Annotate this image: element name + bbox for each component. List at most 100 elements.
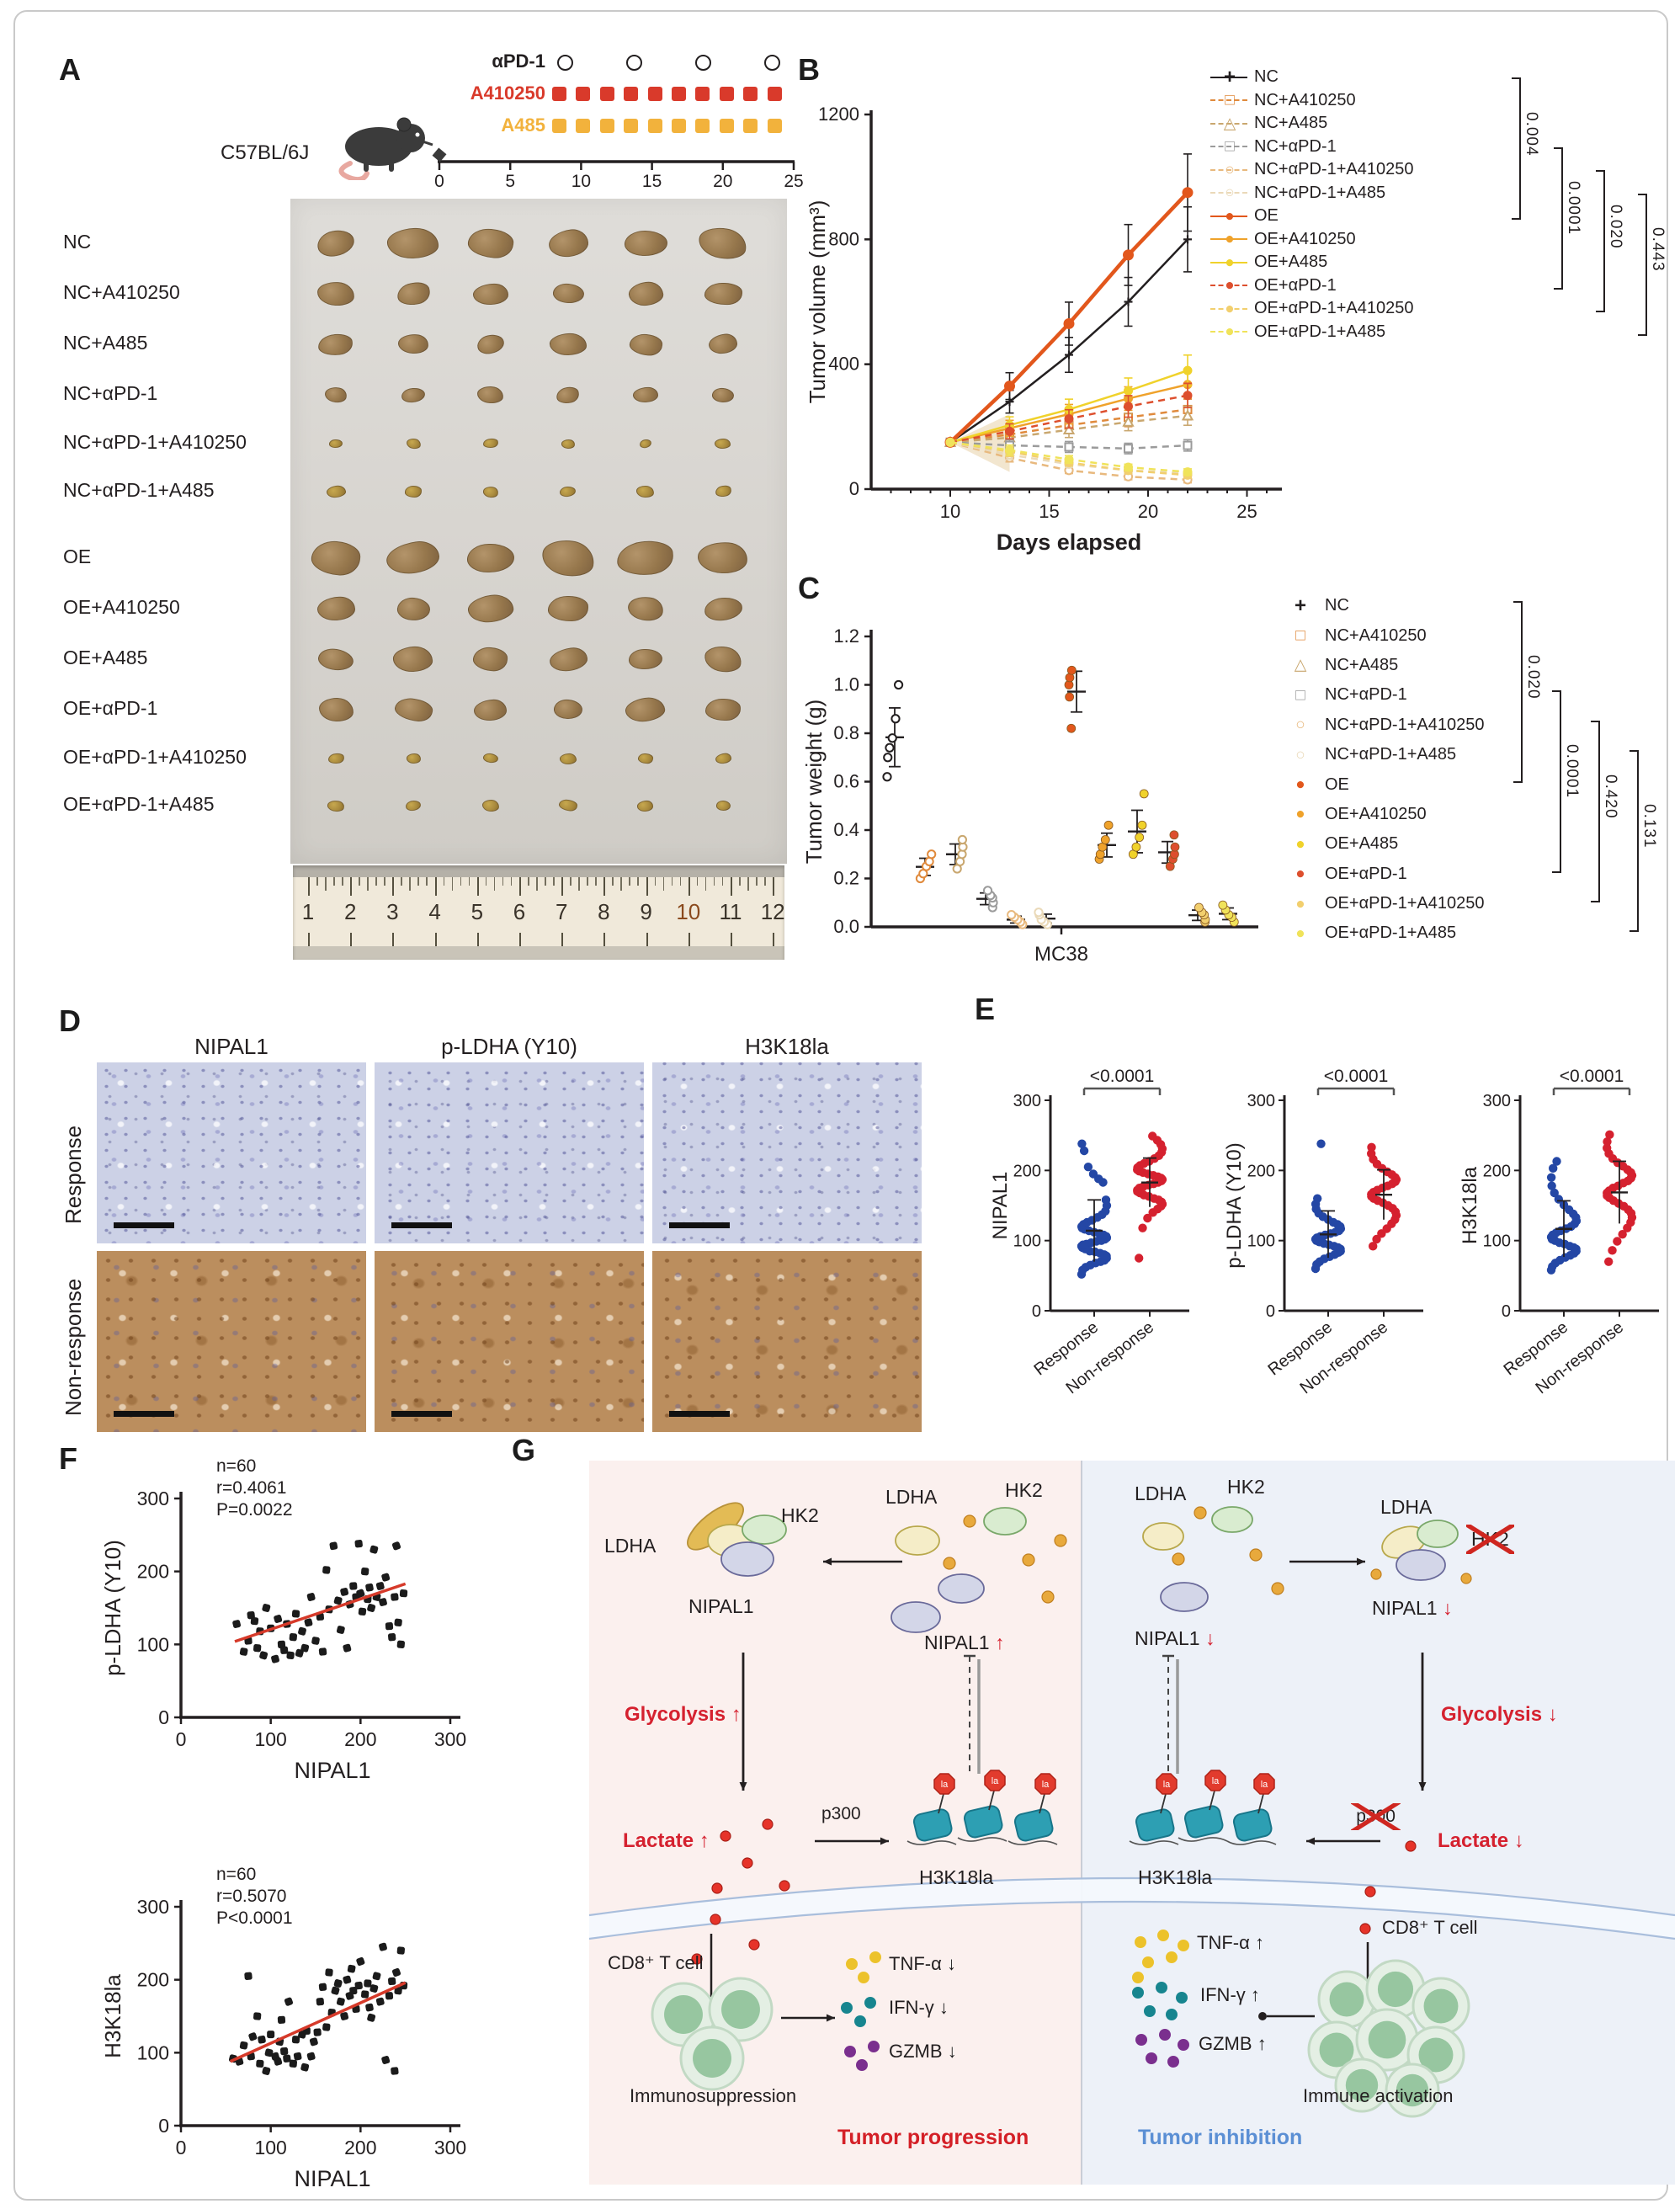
ruler-tick [476, 877, 479, 896]
tumor-specimen [637, 800, 654, 812]
pvalue-bracket [1638, 193, 1647, 336]
legend-label: NC+A485 [1254, 114, 1328, 133]
ruler-tick [350, 933, 353, 946]
ruler-tick [493, 877, 496, 891]
svg-text:la: la [1042, 1780, 1050, 1790]
dose-marker [599, 119, 614, 133]
legend-item: ● OE+αPD-1+A410250 [1281, 889, 1484, 918]
panel-d-label: D [59, 1003, 81, 1038]
dose-marker [767, 119, 782, 133]
svg-text:300: 300 [137, 1896, 169, 1918]
legend-label: NC+αPD-1+A485 [1254, 183, 1386, 202]
tumor-specimen [559, 752, 577, 765]
mechanism-graphics: la la la la la la [589, 1502, 1675, 2118]
legend-label: NC+A410250 [1325, 625, 1427, 645]
panel-f-label: F [59, 1441, 77, 1476]
complex-nipal1-label: NIPAL1 ↓ [1372, 1597, 1453, 1619]
legend-item: ● OE+A485 [1281, 829, 1484, 859]
mouse-icon [338, 117, 433, 180]
plus-icon: + [1281, 594, 1320, 617]
scale-bar [669, 1222, 730, 1228]
ruler-tick [739, 877, 741, 886]
down-arrow-icon: ↓ [938, 1997, 949, 2018]
ruler-number: 1 [301, 899, 315, 924]
ruler-tick [603, 933, 606, 946]
ruler-tick [308, 933, 310, 946]
ruler-tick [359, 877, 360, 886]
ruler-tick [375, 877, 377, 886]
svg-text:0.8: 0.8 [833, 722, 859, 743]
ruler-tick [646, 933, 648, 946]
svg-text:300: 300 [1483, 1092, 1511, 1110]
ihc-image-nonresponse-nipal1 [97, 1251, 366, 1432]
svg-text:la: la [941, 1780, 949, 1790]
circ-open-icon: ○ [1281, 746, 1320, 764]
legend-line [1210, 146, 1247, 148]
complex-hk2-crossed-label: HK2 [1466, 1525, 1514, 1554]
ruler-tick [476, 933, 479, 946]
group-label: OE+A485 [63, 647, 148, 668]
svg-text:Days elapsed: Days elapsed [997, 530, 1142, 555]
legend-item: △ NC+A485 [1210, 112, 1413, 136]
ruler-tick [510, 877, 513, 886]
dose-marker [624, 119, 639, 133]
legend-label: NC+αPD-1+A485 [1325, 745, 1457, 764]
circ-fill-icon: ● [1210, 276, 1249, 295]
ruler-tick [367, 877, 369, 891]
tumor-specimen [481, 799, 500, 812]
dose-marker [719, 87, 734, 101]
svg-text:200: 200 [137, 1969, 169, 1991]
tnfa-label: TNF-α ↓ [889, 1953, 956, 1974]
svg-text:NIPAL1: NIPAL1 [989, 1172, 1012, 1240]
ruler-tick [679, 877, 682, 886]
dose-marker [695, 119, 710, 133]
legend-item: ● OE+A410250 [1210, 228, 1413, 252]
svg-text:Tumor weight (g): Tumor weight (g) [801, 700, 827, 865]
legend-item: □ NC+αPD-1 [1281, 680, 1484, 710]
legend-item: ● OE+A485 [1210, 251, 1413, 274]
pvalue-text: 0.020 [1524, 655, 1542, 700]
complex-ldha-label: LDHA [1380, 1496, 1433, 1518]
circ-fill-icon: ● [1210, 300, 1249, 318]
dose-marker [743, 87, 758, 101]
ruler-tick [671, 877, 673, 886]
circ-fill-icon: ● [1281, 924, 1320, 943]
ruler-tick [528, 877, 529, 886]
legend-line [1210, 168, 1247, 171]
svg-text:NIPAL1: NIPAL1 [294, 1758, 370, 1783]
dose-marker [719, 119, 734, 133]
legend-marker: + [1294, 594, 1307, 617]
dose-marker [672, 87, 686, 101]
p300-crossed-label: p300 [1351, 1803, 1401, 1830]
tri-open-icon: △ [1281, 656, 1320, 674]
scale-bar [391, 1411, 452, 1417]
legend-label: NC [1325, 596, 1349, 615]
apd1-dose-marker [764, 55, 780, 71]
dose-marker [695, 87, 710, 101]
tumor-specimen [329, 439, 343, 449]
tumor-progression-caption: Tumor progression [837, 2126, 1029, 2149]
ruler-tick [342, 877, 343, 886]
legend-item: ○ NC+αPD-1+A485 [1210, 182, 1413, 205]
tumor-specimen [406, 753, 421, 764]
circ-fill-icon: ● [1210, 207, 1249, 226]
legend-item: + NC [1281, 591, 1484, 620]
circ-fill-icon: ● [1210, 230, 1249, 248]
legend-marker: ○ [1225, 184, 1235, 202]
legend-item: ○ NC+αPD-1+A410250 [1210, 158, 1413, 182]
svg-text:H3K18la: H3K18la [100, 1974, 125, 2058]
ruler-tick [696, 877, 699, 886]
pvalue-text: 0.0001 [1563, 744, 1581, 799]
ruler-tick [595, 877, 597, 886]
group-label: NC+αPD-1+A485 [63, 479, 215, 501]
glycolysis-label: Glycolysis ↓ [1441, 1703, 1558, 1726]
svg-text:200: 200 [344, 2137, 376, 2158]
legend-marker: □ [1295, 686, 1305, 705]
dose-marker [743, 119, 758, 133]
down-arrow-icon: ↓ [947, 2041, 957, 2062]
svg-text:100: 100 [254, 1728, 286, 1750]
pvalue-text: 0.443 [1649, 227, 1667, 272]
ruler-tick [713, 877, 715, 886]
complex-ldha-label: LDHA [604, 1535, 657, 1557]
immune-activation-label: Immune activation [1303, 2085, 1454, 2106]
